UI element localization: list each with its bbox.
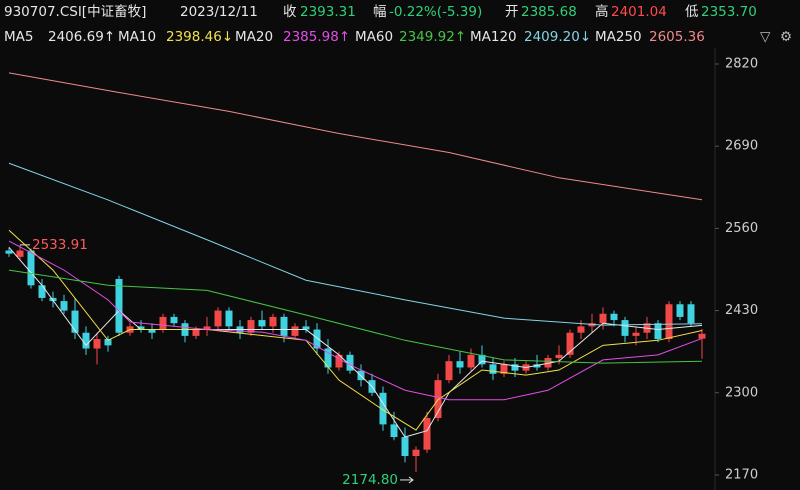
candle-body <box>610 313 618 321</box>
legend-name: MA20 <box>235 29 273 45</box>
quote-value: 2353.70 <box>701 4 757 20</box>
y-tick-label: 2690 <box>725 139 758 154</box>
candle-body <box>291 326 299 336</box>
candle-body <box>390 424 398 438</box>
candle-body <box>82 332 90 349</box>
quote-label: 低 <box>685 4 699 20</box>
candle-body <box>434 380 442 419</box>
candle-body <box>225 310 233 327</box>
candle-body <box>104 339 112 346</box>
annotation: 2174.80 <box>342 472 398 488</box>
candle-body <box>654 323 662 340</box>
candle-body <box>38 285 46 298</box>
legend-name: MA10 <box>118 29 156 45</box>
candle-body <box>599 313 607 324</box>
candle-body <box>192 329 200 336</box>
legend-value: 2409.20↓ <box>524 29 591 45</box>
candle-body <box>302 326 310 330</box>
y-tick-label: 2300 <box>725 385 758 400</box>
quote-value: 2393.31 <box>300 4 356 20</box>
ma-line <box>8 269 703 364</box>
candle-body <box>621 320 629 336</box>
legend-value: 2398.46↓ <box>166 29 233 45</box>
legend-name: MA60 <box>355 29 393 45</box>
dropdown-icon[interactable]: ▽ <box>760 29 771 45</box>
candle-body <box>247 320 255 333</box>
candle-body <box>313 329 321 349</box>
candle-body <box>698 333 706 339</box>
candle-body <box>214 310 222 327</box>
candle-body <box>137 326 145 330</box>
candle-body <box>27 250 35 286</box>
quote-value: -0.22%(-5.39) <box>389 4 482 20</box>
annotation: 2533.91 <box>32 237 88 253</box>
legend-name: MA120 <box>470 29 517 45</box>
quote-label: 高 <box>595 3 609 20</box>
candle-body <box>335 354 343 368</box>
candle-body <box>346 354 354 371</box>
quote-value: 2401.04 <box>611 4 667 20</box>
quote-label: 开 <box>505 4 519 20</box>
candle-body <box>159 316 167 330</box>
candle-body <box>544 358 552 368</box>
y-tick-label: 2430 <box>725 303 758 318</box>
candle-body <box>467 354 475 368</box>
candle-body <box>5 250 13 254</box>
candle-body <box>665 304 673 340</box>
candle-body <box>445 361 453 381</box>
ma-line <box>8 240 703 401</box>
legend-name: MA250 <box>595 29 642 45</box>
candle-body <box>93 339 101 349</box>
candle-body <box>687 304 695 324</box>
candle-body <box>401 437 409 457</box>
chart-title: 930707.CSI[中证畜牧] <box>4 4 146 20</box>
candle-body <box>555 354 563 359</box>
candle-body <box>676 304 684 317</box>
y-tick-label: 2560 <box>725 221 758 236</box>
candle-body <box>379 392 387 425</box>
candle-body <box>489 364 497 374</box>
candle-body <box>478 354 486 365</box>
candle-body <box>423 418 431 450</box>
legend-value: 2385.98↑ <box>283 29 350 45</box>
settings-icon[interactable]: ⚙ <box>780 29 792 45</box>
candle-body <box>500 364 508 374</box>
ma-line <box>8 162 703 326</box>
candle-body <box>269 316 277 327</box>
candle-body <box>170 316 178 324</box>
quote-label: 收 <box>283 4 297 20</box>
legend-value: 2406.69↑ <box>48 29 115 45</box>
candle-body <box>632 332 640 336</box>
candle-body <box>148 329 156 333</box>
candle-body <box>412 449 420 457</box>
candle-body <box>258 320 266 327</box>
annotation-arrow <box>408 476 414 484</box>
date: 2023/12/11 <box>180 4 258 20</box>
legend-name: MA5 <box>4 29 33 45</box>
quote-label: 幅 <box>373 4 387 20</box>
candle-body <box>511 364 519 371</box>
legend-value: 2605.36 <box>649 29 705 45</box>
quote-value: 2385.68 <box>521 4 577 20</box>
ma-line <box>8 72 703 201</box>
y-tick-label: 2820 <box>725 56 758 71</box>
legend-value: 2349.92↑ <box>399 29 466 45</box>
candle-body <box>577 326 585 333</box>
candle-body <box>566 332 574 355</box>
candle-body <box>203 326 211 330</box>
ma-line <box>8 247 703 438</box>
candle-body <box>533 364 541 368</box>
candle-body <box>115 278 123 333</box>
candle-body <box>280 316 288 336</box>
ma-line <box>8 229 703 431</box>
candle-body <box>60 301 68 311</box>
y-tick-label: 2170 <box>725 467 758 482</box>
candle-body <box>324 348 332 368</box>
candle-body <box>16 250 24 257</box>
candle-body <box>456 361 464 368</box>
candle-body <box>71 310 79 333</box>
